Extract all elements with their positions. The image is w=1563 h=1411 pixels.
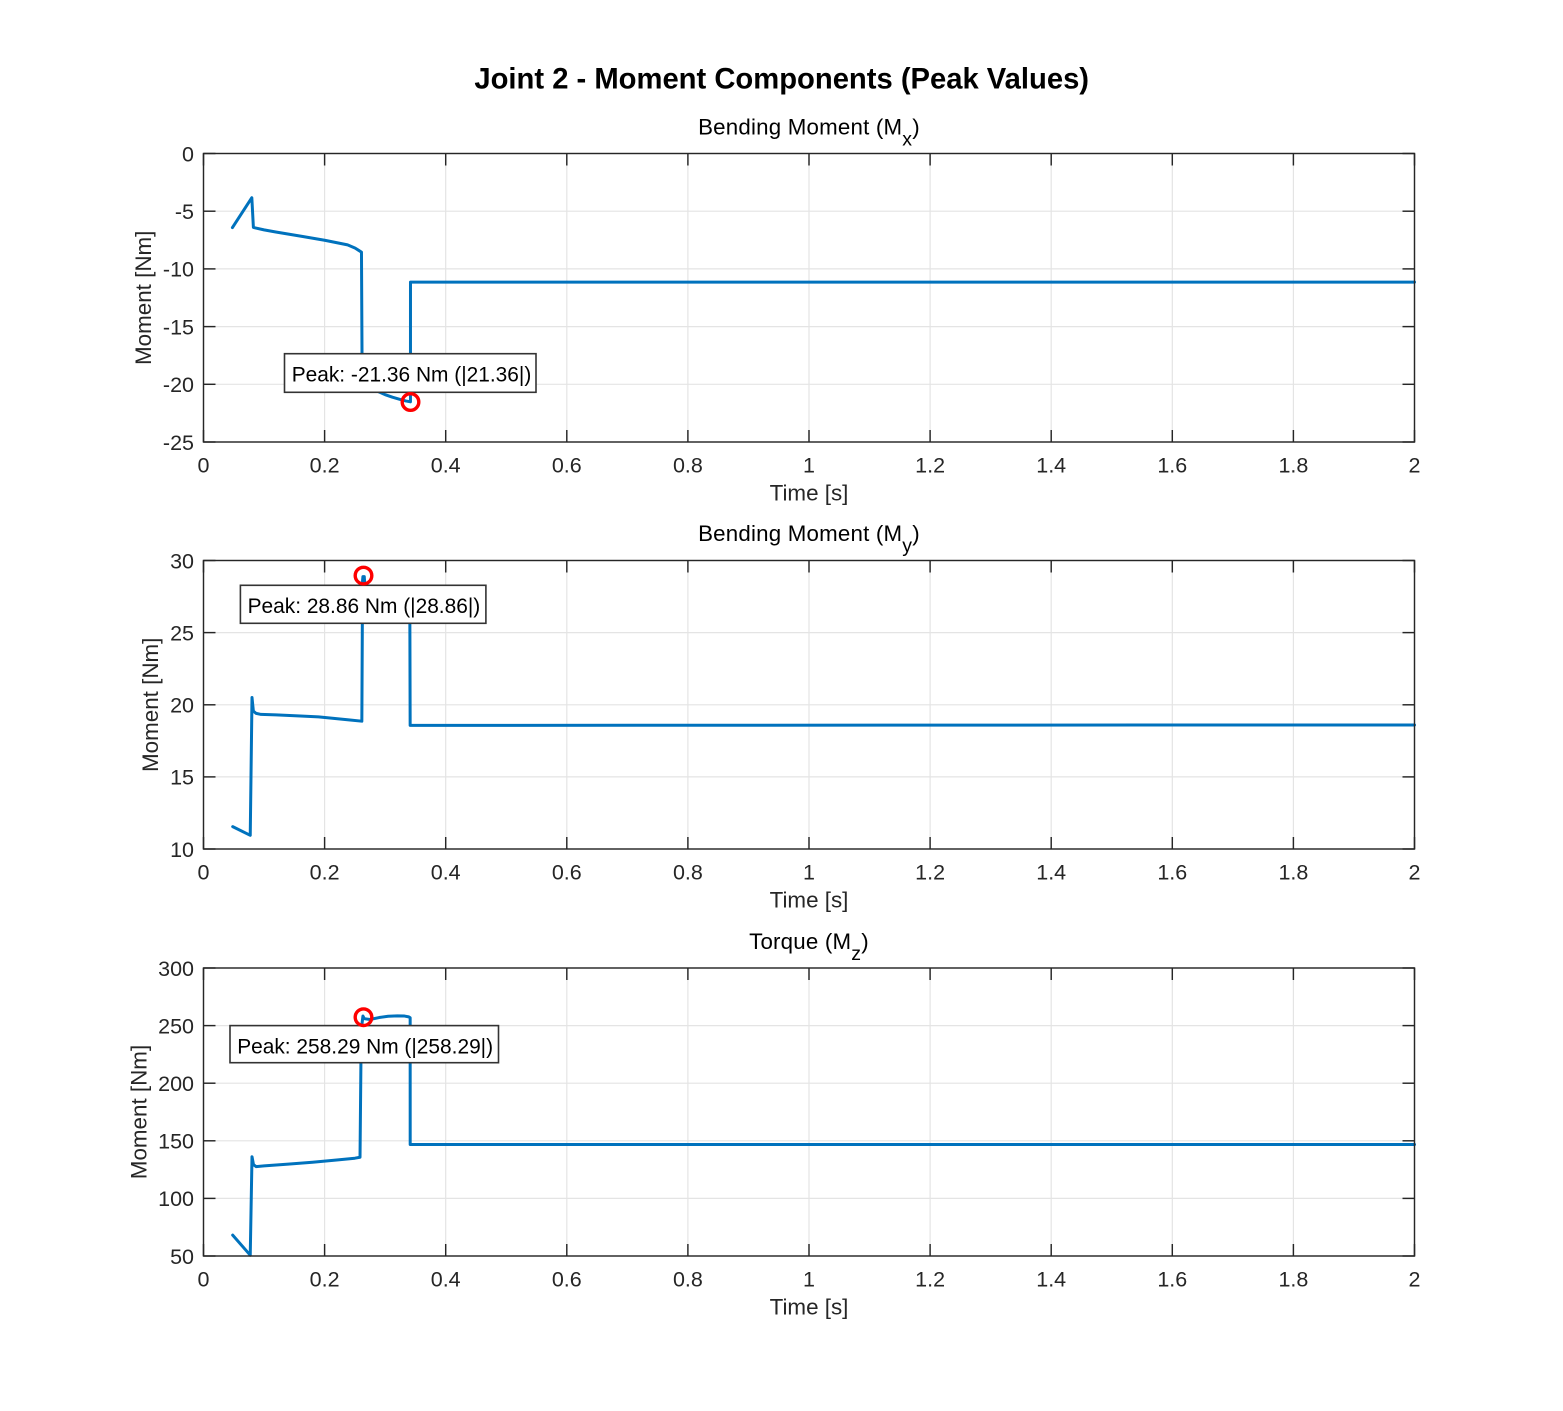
svg-text:15: 15 [170,766,194,790]
svg-text:150: 150 [158,1130,194,1154]
svg-text:1.6: 1.6 [1157,861,1187,885]
svg-text:Joint 2 - Moment Components (P: Joint 2 - Moment Components (Peak Values… [474,63,1089,95]
svg-text:-5: -5 [175,200,194,224]
svg-text:Peak: 28.86 Nm (|28.86|): Peak: 28.86 Nm (|28.86|) [248,595,481,618]
svg-text:0.8: 0.8 [673,454,703,478]
svg-text:2: 2 [1409,1268,1421,1292]
svg-text:0.6: 0.6 [552,861,582,885]
svg-text:1.2: 1.2 [915,861,945,885]
svg-text:-10: -10 [163,258,194,282]
svg-text:0.2: 0.2 [310,454,340,478]
svg-text:1.4: 1.4 [1036,454,1066,478]
svg-text:2: 2 [1409,454,1421,478]
svg-text:30: 30 [170,549,194,573]
svg-text:Peak: -21.36 Nm (|21.36|): Peak: -21.36 Nm (|21.36|) [292,364,532,387]
svg-text:1.4: 1.4 [1036,861,1066,885]
svg-text:2: 2 [1409,861,1421,885]
svg-text:0.2: 0.2 [310,1268,340,1292]
svg-text:Time [s]: Time [s] [770,481,849,506]
svg-text:0.8: 0.8 [673,1268,703,1292]
svg-text:0.2: 0.2 [310,861,340,885]
svg-text:0.6: 0.6 [552,1268,582,1292]
svg-text:1.2: 1.2 [915,1268,945,1292]
svg-text:50: 50 [170,1245,194,1269]
svg-text:0.8: 0.8 [673,861,703,885]
svg-text:Moment [Nm]: Moment [Nm] [127,1045,152,1179]
svg-text:0.4: 0.4 [431,861,461,885]
svg-text:Peak: 258.29 Nm (|258.29|): Peak: 258.29 Nm (|258.29|) [237,1035,493,1058]
svg-text:0: 0 [198,454,210,478]
svg-text:0: 0 [198,861,210,885]
svg-text:1: 1 [803,861,815,885]
svg-text:1.8: 1.8 [1278,454,1308,478]
svg-text:-25: -25 [163,431,194,455]
svg-text:Moment [Nm]: Moment [Nm] [131,231,156,365]
svg-text:1.6: 1.6 [1157,454,1187,478]
svg-text:20: 20 [170,694,194,718]
svg-text:0.6: 0.6 [552,454,582,478]
svg-text:1: 1 [803,454,815,478]
svg-text:0.4: 0.4 [431,1268,461,1292]
svg-text:300: 300 [158,957,194,981]
svg-text:1.8: 1.8 [1278,861,1308,885]
svg-text:1.8: 1.8 [1278,1268,1308,1292]
svg-text:Time [s]: Time [s] [770,1295,849,1320]
svg-text:1: 1 [803,1268,815,1292]
svg-text:0.4: 0.4 [431,454,461,478]
svg-text:0: 0 [198,1268,210,1292]
svg-text:1.4: 1.4 [1036,1268,1066,1292]
svg-text:Moment [Nm]: Moment [Nm] [138,638,163,772]
svg-text:1.2: 1.2 [915,454,945,478]
svg-text:200: 200 [158,1072,194,1096]
svg-text:0: 0 [182,142,194,166]
svg-text:-15: -15 [163,315,194,339]
svg-text:25: 25 [170,621,194,645]
svg-text:Time [s]: Time [s] [770,888,849,913]
svg-text:10: 10 [170,838,194,862]
svg-text:100: 100 [158,1187,194,1211]
svg-text:-20: -20 [163,373,194,397]
svg-text:1.6: 1.6 [1157,1268,1187,1292]
svg-text:250: 250 [158,1014,194,1038]
